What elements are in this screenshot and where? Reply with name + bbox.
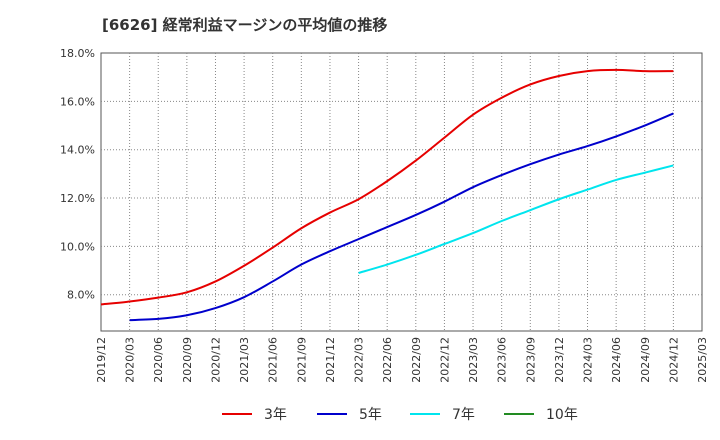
y-tick-label: 8.0% <box>67 289 95 302</box>
x-tick-label: 2021/09 <box>295 337 308 383</box>
x-tick-label: 2025/03 <box>696 337 709 383</box>
y-tick-label: 18.0% <box>60 47 95 60</box>
series-line <box>358 164 674 274</box>
x-tick-label: 2024/06 <box>610 337 623 383</box>
x-tick-label: 2020/06 <box>152 337 165 383</box>
x-tick-label: 2021/03 <box>238 337 251 383</box>
x-tick-label: 2022/12 <box>438 337 451 383</box>
x-tick-label: 2022/09 <box>410 337 423 383</box>
x-tick-label: 2023/09 <box>524 337 537 383</box>
x-tick-label: 2023/06 <box>496 337 509 383</box>
grid <box>101 53 702 331</box>
plot-area <box>100 52 703 332</box>
legend-label: 5年 <box>359 407 382 423</box>
x-tick-label: 2024/12 <box>667 337 680 383</box>
x-tick-label: 2021/12 <box>324 337 337 383</box>
y-tick-label: 16.0% <box>60 95 95 108</box>
x-tick-label: 2020/12 <box>209 337 222 383</box>
chart-title: [6626] 経常利益マージンの平均値の推移 <box>102 16 387 34</box>
x-tick-label: 2020/03 <box>124 337 137 383</box>
x-tick-label: 2023/12 <box>553 337 566 383</box>
y-tick-label: 14.0% <box>60 144 95 157</box>
series-line <box>100 68 674 306</box>
x-tick-label: 2023/03 <box>467 337 480 383</box>
y-axis: 8.0% 10.0% 12.0% 14.0% 16.0% 18.0% <box>60 47 95 302</box>
x-tick-label: 2019/12 <box>95 337 108 383</box>
series-line <box>129 112 674 322</box>
legend: 3年 5年 7年 10年 <box>222 407 578 423</box>
x-tick-label: 2024/03 <box>582 337 595 383</box>
plot-border <box>100 52 703 332</box>
y-tick-label: 10.0% <box>60 240 95 253</box>
x-tick-label: 2020/09 <box>181 337 194 383</box>
y-tick-label: 12.0% <box>60 192 95 205</box>
x-tick-label: 2021/06 <box>267 337 280 383</box>
legend-label: 10年 <box>546 407 578 423</box>
x-tick-label: 2022/06 <box>381 337 394 383</box>
series-lines <box>100 68 674 322</box>
legend-label: 7年 <box>452 407 475 423</box>
legend-label: 3年 <box>264 407 287 423</box>
x-tick-label: 2022/03 <box>353 337 366 383</box>
x-tick-label: 2024/09 <box>639 337 652 383</box>
x-axis: 2019/12 2020/03 2020/06 2020/09 2020/12 2021/… <box>95 337 709 383</box>
